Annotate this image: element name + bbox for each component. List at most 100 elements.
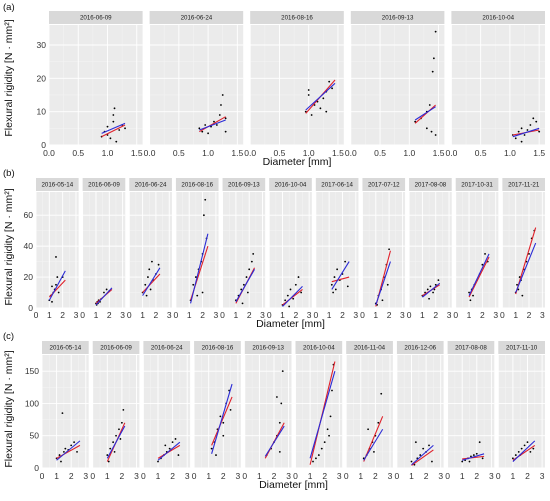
blue-fit-line — [56, 440, 81, 461]
facet-strip — [143, 341, 191, 354]
facet: 2016-09-13 0 1 2 3 — [242, 341, 292, 481]
x-tick-label: 1 — [511, 471, 516, 481]
data-point — [278, 450, 281, 453]
facet-strip — [362, 178, 406, 191]
data-point — [218, 114, 221, 116]
x-tick-label: 0 — [34, 310, 39, 320]
blue-fit-line — [468, 253, 490, 296]
x-tick-label: 0.5 — [72, 148, 84, 158]
x-tick-label: 1 — [280, 310, 285, 320]
x-tick-label: 0.0 — [144, 148, 156, 158]
data-point — [529, 124, 532, 126]
x-tick-label: 0 — [453, 310, 458, 320]
x-tick-label: 1 — [358, 471, 363, 481]
data-point — [177, 454, 180, 456]
data-point — [373, 450, 375, 453]
data-point — [410, 460, 413, 463]
facet-plot-area — [49, 25, 143, 145]
facet-label: 2017-11-21 — [508, 182, 540, 189]
facet: 2016-09-13 0.0 0.5 1.0 1.5 — [345, 11, 445, 158]
facet-label: 2016-05-14 — [50, 345, 82, 352]
facet-label: 2016-12-06 — [404, 345, 436, 352]
x-tick-label: 0 — [344, 471, 349, 481]
data-point — [331, 87, 333, 90]
blue-fit-line — [101, 122, 126, 134]
data-point — [528, 252, 530, 255]
data-point — [520, 140, 523, 143]
red-fit-line — [142, 273, 161, 293]
data-point — [319, 107, 322, 110]
x-tick-label: 3 — [307, 310, 312, 320]
x-tick-label: 1 — [460, 471, 465, 481]
facet: 2016-06-09 0 1 2 3 — [80, 178, 126, 320]
x-tick-label: 3 — [167, 310, 172, 320]
facet-label: 2017-07-12 — [368, 182, 400, 189]
facet: 2017-11-21 0 1 2 3 — [500, 178, 545, 320]
data-point — [106, 454, 109, 456]
x-tick-label: 2 — [107, 310, 112, 320]
data-point — [380, 392, 383, 395]
data-point — [157, 460, 159, 463]
x-tick-label: 0 — [242, 471, 247, 481]
x-tick-label: 2 — [525, 471, 530, 481]
y-tick-label: 20 — [24, 272, 34, 282]
x-tick-label: 0.5 — [475, 148, 487, 158]
x-tick-label: 2 — [424, 471, 429, 481]
data-point — [514, 137, 517, 140]
facet: 2016-09-13 0 1 2 3 — [220, 178, 266, 320]
x-tick-label: 2 — [480, 310, 485, 320]
data-point — [532, 117, 535, 120]
facet-label: 2016-09-13 — [252, 345, 284, 352]
data-point — [198, 127, 201, 130]
facet-label: 2016-06-24 — [135, 182, 167, 189]
facet-strip — [222, 178, 266, 191]
data-point — [307, 94, 310, 96]
data-point — [434, 30, 437, 33]
x-tick-label: 2 — [433, 310, 438, 320]
x-tick-label: 1 — [373, 310, 378, 320]
data-point — [523, 134, 526, 136]
x-tick-label: 1 — [420, 310, 425, 320]
facet-plot-area — [502, 192, 545, 308]
data-point — [481, 457, 484, 460]
facet-plot-area — [149, 25, 244, 145]
x-tick-label: 3 — [493, 310, 498, 320]
data-point — [388, 248, 391, 251]
blue-fit-line — [515, 242, 537, 293]
data-point — [367, 428, 369, 431]
data-point — [475, 452, 478, 455]
facet-strip — [36, 178, 79, 191]
data-point — [118, 428, 120, 431]
data-point — [220, 104, 222, 106]
x-tick-label: 3 — [236, 471, 241, 481]
facet-strip — [498, 341, 545, 354]
data-point — [229, 408, 232, 411]
blue-fit-line — [363, 428, 384, 461]
data-point — [511, 457, 514, 460]
data-point — [144, 283, 147, 286]
facet-plot-area — [498, 355, 545, 468]
y-tick-label: 30 — [37, 40, 47, 50]
data-point — [289, 288, 292, 291]
facet-label: 2016-10-04 — [303, 345, 335, 352]
data-point — [429, 285, 432, 288]
facet: 2017-08-08 0 1 2 3 — [445, 341, 495, 481]
x-tick-label: 3 — [400, 310, 405, 320]
data-point — [432, 291, 434, 294]
data-point — [532, 447, 535, 450]
facet: 2016-10-04 0 1 2 3 — [267, 178, 312, 320]
blue-fit-line — [309, 370, 336, 459]
facet-strip — [451, 11, 545, 24]
data-point — [224, 130, 227, 133]
data-point — [414, 120, 417, 123]
data-point — [288, 305, 291, 308]
data-point — [346, 285, 349, 288]
data-point — [115, 140, 118, 143]
x-tick-label: 2 — [474, 471, 479, 481]
x-tick-label: 1.5 — [433, 148, 445, 158]
facet-label: 2016-06-24 — [151, 345, 183, 352]
blue-fit-line — [95, 287, 113, 306]
x-tick-label: 2 — [60, 310, 65, 320]
